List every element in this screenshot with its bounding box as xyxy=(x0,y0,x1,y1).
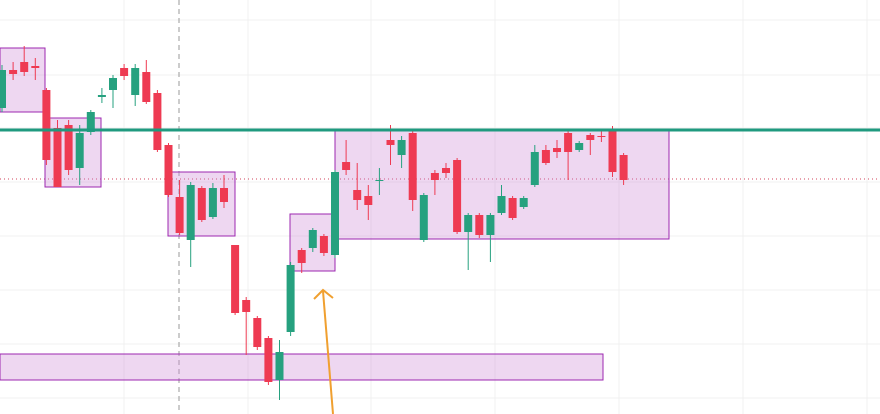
candle-body xyxy=(486,215,495,235)
candle-body xyxy=(342,162,351,170)
candle-body xyxy=(208,188,217,217)
candle-body xyxy=(364,196,373,205)
candle-body xyxy=(353,190,362,200)
candle-body xyxy=(31,66,40,68)
candle-body xyxy=(253,318,262,347)
candle-body xyxy=(9,70,18,74)
candle-body xyxy=(197,188,206,220)
arrow-head xyxy=(313,288,334,300)
candle-body xyxy=(86,112,95,132)
candle-body xyxy=(131,68,140,95)
candle-body xyxy=(530,152,539,185)
candle-body xyxy=(475,215,484,235)
candle-body xyxy=(319,236,328,253)
candle-body xyxy=(519,198,528,207)
candle-body xyxy=(109,78,117,90)
candle-body xyxy=(397,140,406,155)
candle-body xyxy=(586,135,595,140)
candle-body xyxy=(220,188,228,202)
arrow xyxy=(313,288,334,414)
candle-body xyxy=(553,148,561,152)
zone xyxy=(0,47,46,113)
candles xyxy=(0,46,628,400)
candle-body xyxy=(453,160,462,232)
candle-body xyxy=(297,250,306,263)
candle-body xyxy=(42,90,51,160)
candle-body xyxy=(375,180,384,181)
candle-body xyxy=(20,62,29,72)
candle-body xyxy=(308,230,317,248)
candle-body xyxy=(142,72,151,102)
candle-body xyxy=(619,155,628,180)
candle-body xyxy=(53,128,62,187)
zone xyxy=(0,353,604,381)
candle-body xyxy=(564,133,573,152)
candle-body xyxy=(97,95,106,97)
candle-body xyxy=(419,195,428,240)
candle-body xyxy=(331,172,339,255)
candle-body xyxy=(120,68,129,76)
candle-body xyxy=(264,338,273,382)
candle-body xyxy=(286,265,295,332)
candle-body xyxy=(0,70,6,108)
candle-body xyxy=(497,196,506,213)
candle-body xyxy=(186,185,195,240)
candle-body xyxy=(608,130,617,172)
candle-body xyxy=(575,143,584,150)
candle-body xyxy=(464,215,473,232)
candle-body xyxy=(386,140,395,145)
candle-body xyxy=(153,93,162,150)
candle-body xyxy=(64,125,73,170)
candle-body xyxy=(231,245,240,313)
candle-body xyxy=(175,197,184,233)
candle-body xyxy=(597,136,606,137)
candle-body xyxy=(541,150,550,163)
candle-body xyxy=(75,133,84,168)
candle-body xyxy=(408,133,417,200)
candle-body xyxy=(242,300,251,312)
candle-body xyxy=(442,168,450,173)
arrow-shaft xyxy=(322,290,334,414)
candle-body xyxy=(164,145,173,195)
candle-body xyxy=(275,352,284,380)
candle-body xyxy=(508,198,517,218)
candle-body xyxy=(430,173,439,180)
